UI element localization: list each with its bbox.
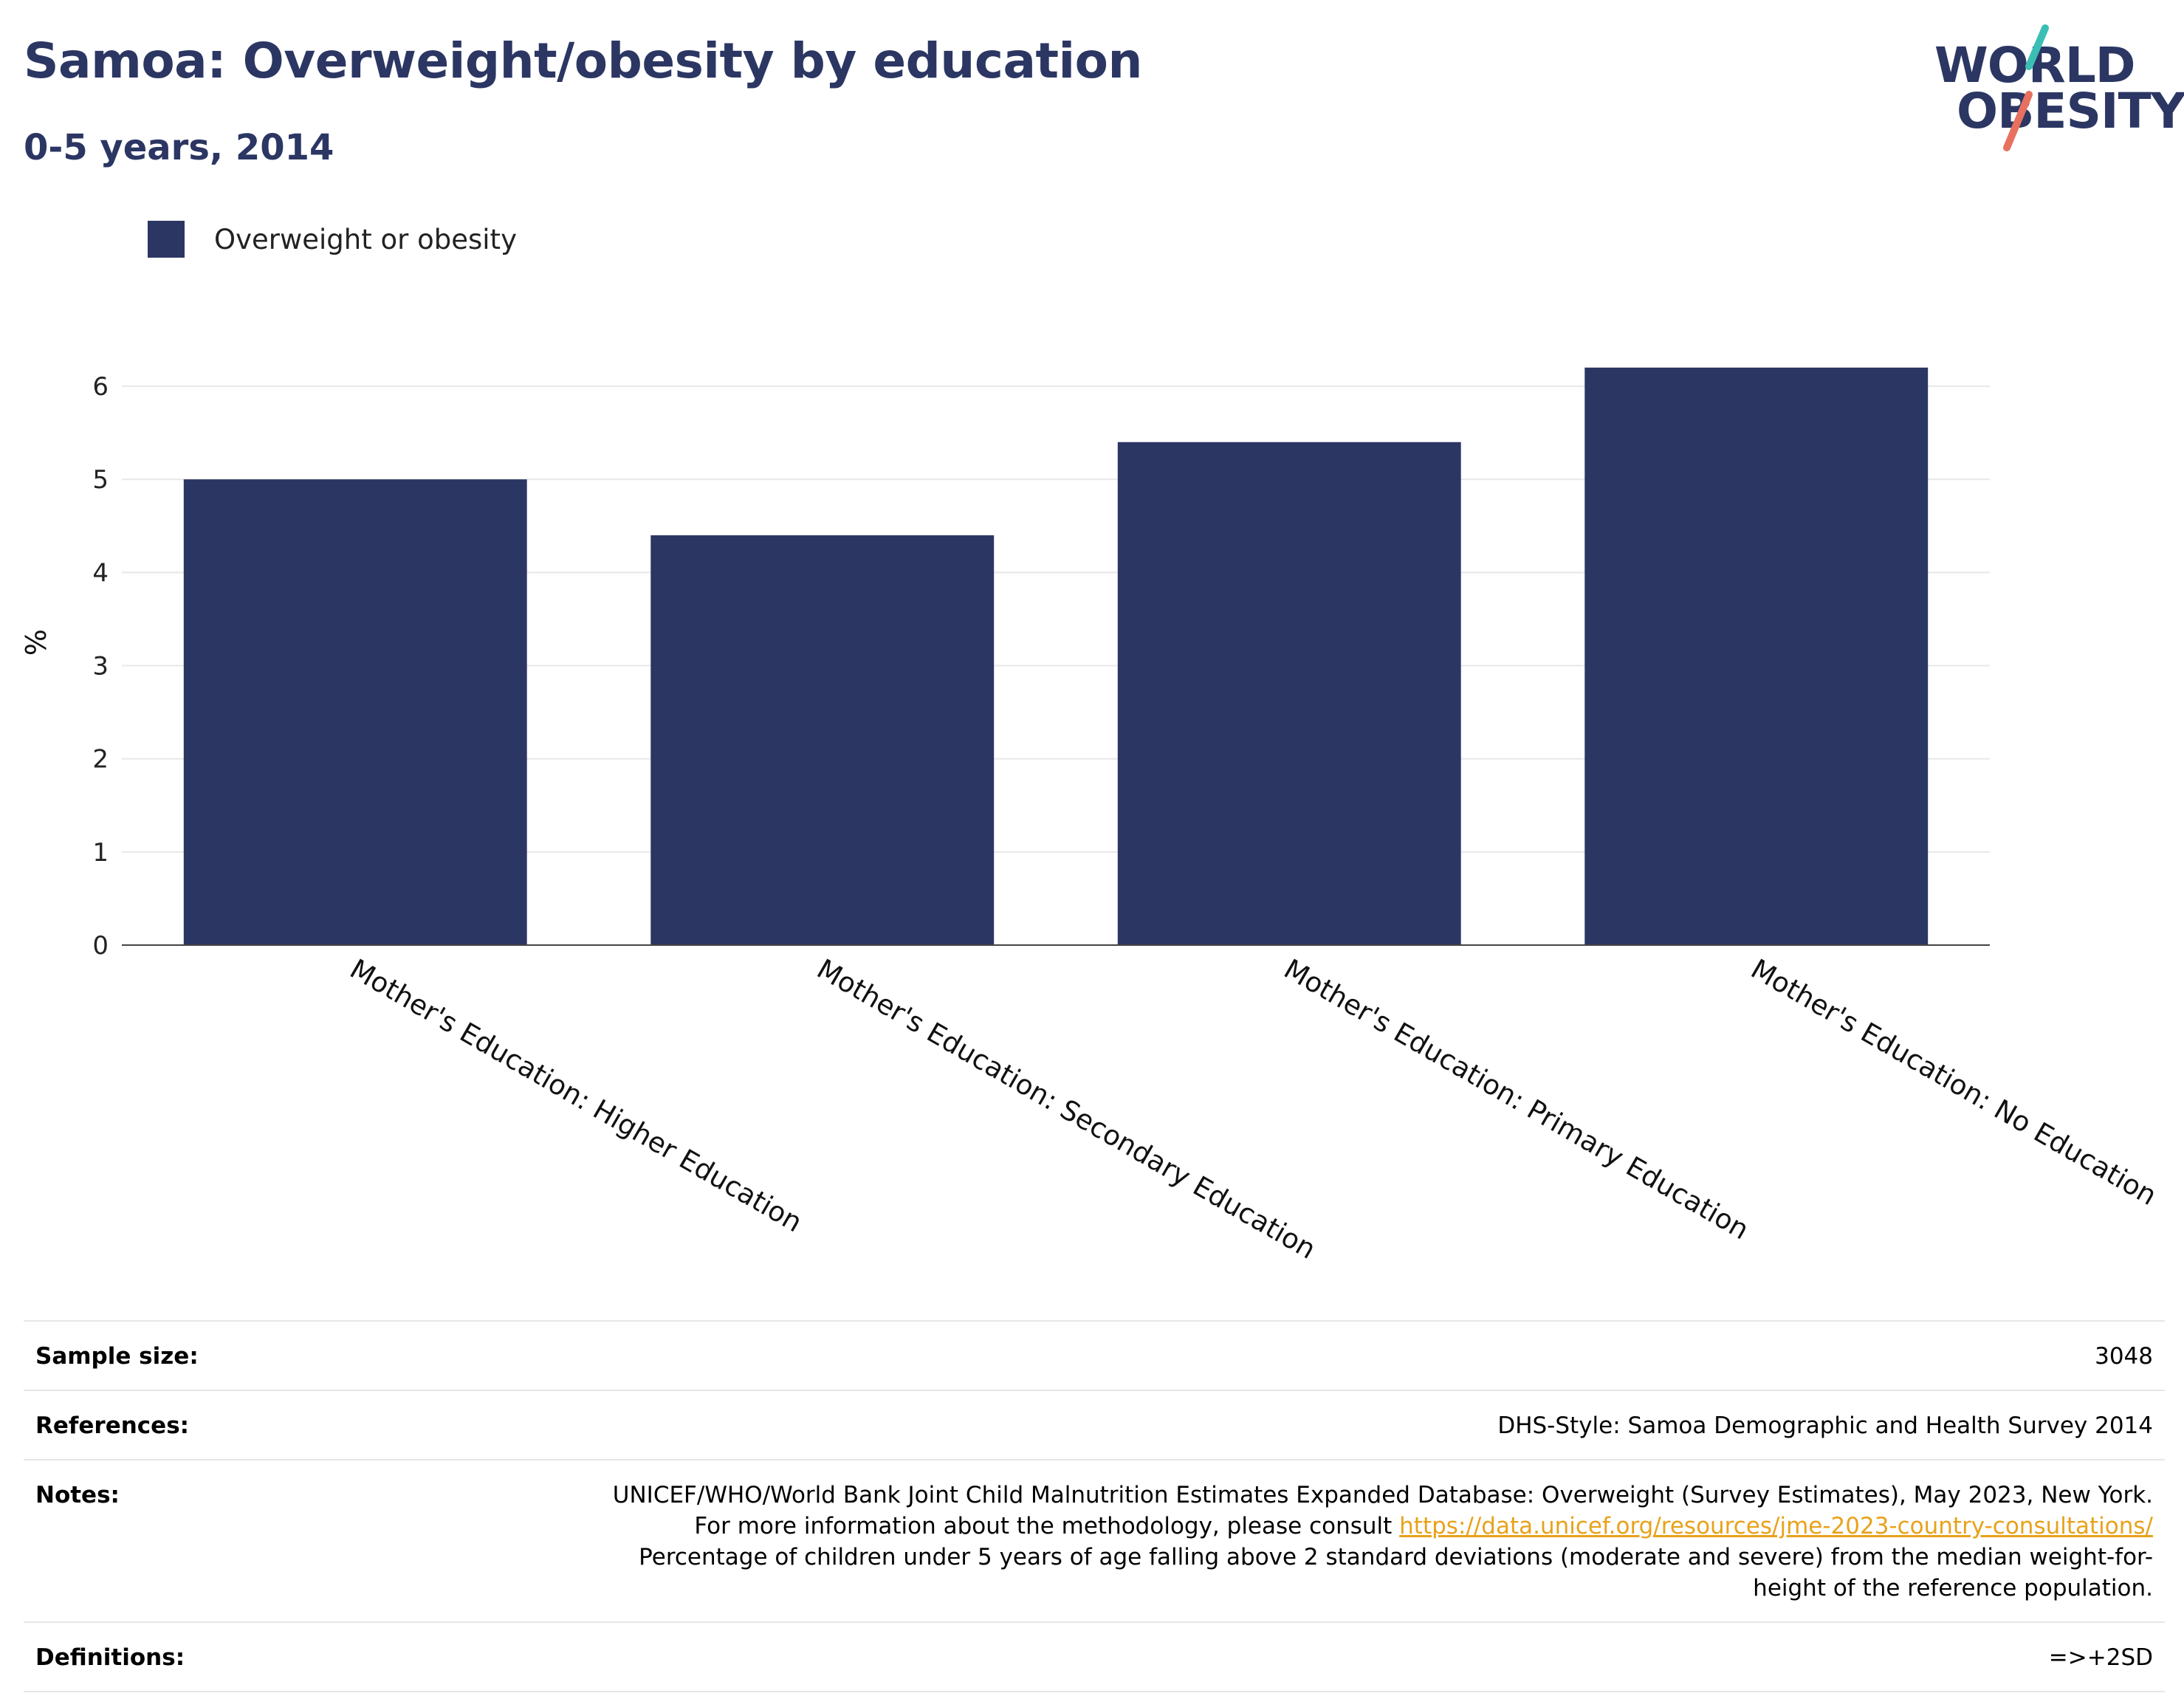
y-tick-label: 5 [92,465,109,495]
references-label: References: [35,1412,190,1439]
y-tick-label: 4 [92,558,109,588]
x-tick-label: Mother's Education: No Education [1745,953,2162,1212]
bar [1584,367,1929,945]
y-tick-label: 6 [92,372,109,402]
bar-chart: 0 1 2 3 4 5 6 Mother's Education: Higher Educa… [20,367,2162,1266]
metadata-table: Sample size: 3048 References: DHS-Style:… [24,1320,2165,1692]
y-tick-label: 3 [92,652,109,682]
logo-slash-icon [2003,24,2049,151]
notes-row: Notes: UNICEF/WHO/World Bank Joint Child… [24,1459,2165,1621]
bars [183,367,1929,945]
world-obesity-logo: WORLD OBESITY [1920,21,2184,154]
references-value: DHS-Style: Samoa Demographic and Health … [1497,1412,2153,1439]
y-axis-label: % [20,629,52,656]
references-row: References: DHS-Style: Samoa Demographic… [24,1390,2165,1459]
y-tick-labels: 0 1 2 3 4 5 6 [92,372,109,961]
chart-subtitle: 0-5 years, 2014 [24,127,334,168]
bar [183,479,527,945]
sample-size-value: 3048 [2095,1343,2153,1370]
notes-link[interactable]: https://data.unicef.org/resources/jme-20… [1399,1513,2153,1539]
x-tick-label: Mother's Education: Secondary Education [811,953,1321,1266]
bar [1117,442,1461,945]
definitions-value: =>+2SD [2048,1644,2153,1671]
sample-size-row: Sample size: 3048 [24,1320,2165,1390]
bar [650,535,995,945]
sample-size-label: Sample size: [35,1343,199,1370]
notes-label: Notes: [35,1482,120,1508]
x-tick-label: Mother's Education: Higher Education [345,953,808,1239]
chart-legend[interactable]: Overweight or obesity [148,219,517,260]
x-tick-label: Mother's Education: Primary Education [1279,953,1754,1246]
x-tick-labels: Mother's Education: Higher Education Moth… [345,953,2162,1266]
legend-label: Overweight or obesity [214,223,517,255]
definitions-row: Definitions: =>+2SD [24,1621,2165,1692]
chart-title: Samoa: Overweight/obesity by education [24,32,1142,89]
y-tick-label: 2 [92,745,109,775]
notes-value: UNICEF/WHO/World Bank Joint Child Malnut… [580,1480,2153,1604]
definitions-label: Definitions: [35,1644,185,1671]
notes-text-2: Percentage of children under 5 years of … [639,1544,2153,1601]
y-tick-label: 1 [92,838,109,868]
logo-line-2: OBESITY [1957,83,2184,140]
y-tick-label: 0 [92,931,109,961]
legend-swatch [148,221,185,258]
notes-text-1: UNICEF/WHO/World Bank Joint Child Malnut… [612,1482,2153,1539]
